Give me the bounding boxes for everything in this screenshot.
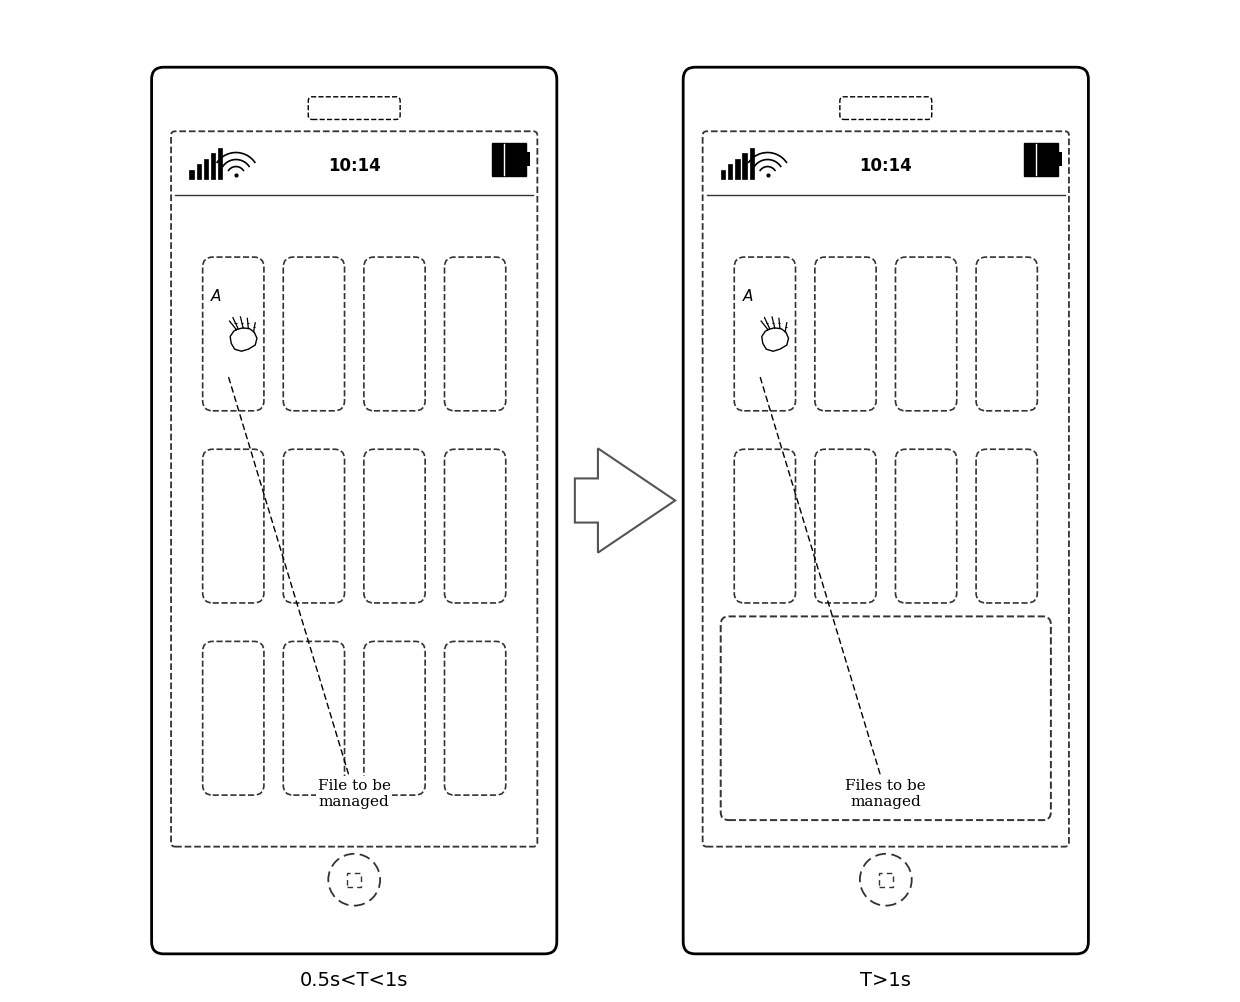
Bar bbox=[720, 170, 725, 179]
FancyBboxPatch shape bbox=[815, 258, 877, 412]
Bar bbox=[526, 153, 531, 166]
FancyBboxPatch shape bbox=[363, 450, 425, 603]
FancyBboxPatch shape bbox=[734, 258, 796, 412]
FancyBboxPatch shape bbox=[895, 641, 957, 796]
Text: 10:14: 10:14 bbox=[327, 157, 381, 175]
FancyBboxPatch shape bbox=[363, 258, 425, 412]
Bar bbox=[728, 165, 733, 179]
FancyBboxPatch shape bbox=[202, 450, 264, 603]
FancyBboxPatch shape bbox=[363, 641, 425, 796]
FancyBboxPatch shape bbox=[976, 450, 1038, 603]
FancyBboxPatch shape bbox=[895, 450, 957, 603]
FancyBboxPatch shape bbox=[171, 132, 537, 847]
Polygon shape bbox=[575, 449, 675, 553]
FancyBboxPatch shape bbox=[734, 641, 796, 796]
Bar bbox=[1024, 143, 1058, 176]
Bar bbox=[879, 873, 893, 887]
Text: 0.5s<T<1s: 0.5s<T<1s bbox=[300, 971, 408, 989]
FancyBboxPatch shape bbox=[151, 68, 557, 954]
Bar bbox=[735, 159, 739, 179]
Text: File to be
managed: File to be managed bbox=[228, 376, 391, 809]
Bar bbox=[211, 154, 216, 179]
FancyBboxPatch shape bbox=[283, 641, 345, 796]
FancyBboxPatch shape bbox=[703, 132, 1069, 847]
Bar bbox=[218, 148, 222, 179]
Bar bbox=[347, 873, 361, 887]
FancyBboxPatch shape bbox=[283, 450, 345, 603]
FancyBboxPatch shape bbox=[976, 641, 1038, 796]
FancyBboxPatch shape bbox=[895, 258, 957, 412]
Bar bbox=[203, 159, 208, 179]
FancyBboxPatch shape bbox=[202, 258, 264, 412]
Text: 10:14: 10:14 bbox=[859, 157, 913, 175]
Bar bbox=[1058, 153, 1061, 166]
Bar bbox=[743, 154, 746, 179]
Text: Files to be
managed: Files to be managed bbox=[760, 376, 926, 809]
Text: A: A bbox=[211, 289, 221, 304]
FancyBboxPatch shape bbox=[444, 641, 506, 796]
Bar bbox=[492, 143, 526, 176]
Circle shape bbox=[329, 854, 381, 906]
FancyBboxPatch shape bbox=[976, 258, 1038, 412]
FancyBboxPatch shape bbox=[444, 450, 506, 603]
Bar bbox=[197, 165, 201, 179]
FancyBboxPatch shape bbox=[444, 258, 506, 412]
FancyBboxPatch shape bbox=[734, 450, 796, 603]
FancyBboxPatch shape bbox=[839, 98, 931, 120]
FancyBboxPatch shape bbox=[815, 641, 877, 796]
FancyBboxPatch shape bbox=[815, 450, 877, 603]
Circle shape bbox=[859, 854, 911, 906]
Text: A: A bbox=[743, 289, 753, 304]
Bar bbox=[190, 170, 193, 179]
FancyBboxPatch shape bbox=[309, 98, 401, 120]
FancyBboxPatch shape bbox=[283, 258, 345, 412]
FancyBboxPatch shape bbox=[720, 617, 1050, 821]
FancyBboxPatch shape bbox=[683, 68, 1089, 954]
FancyBboxPatch shape bbox=[202, 641, 264, 796]
Bar bbox=[750, 148, 754, 179]
Text: T>1s: T>1s bbox=[861, 971, 911, 989]
